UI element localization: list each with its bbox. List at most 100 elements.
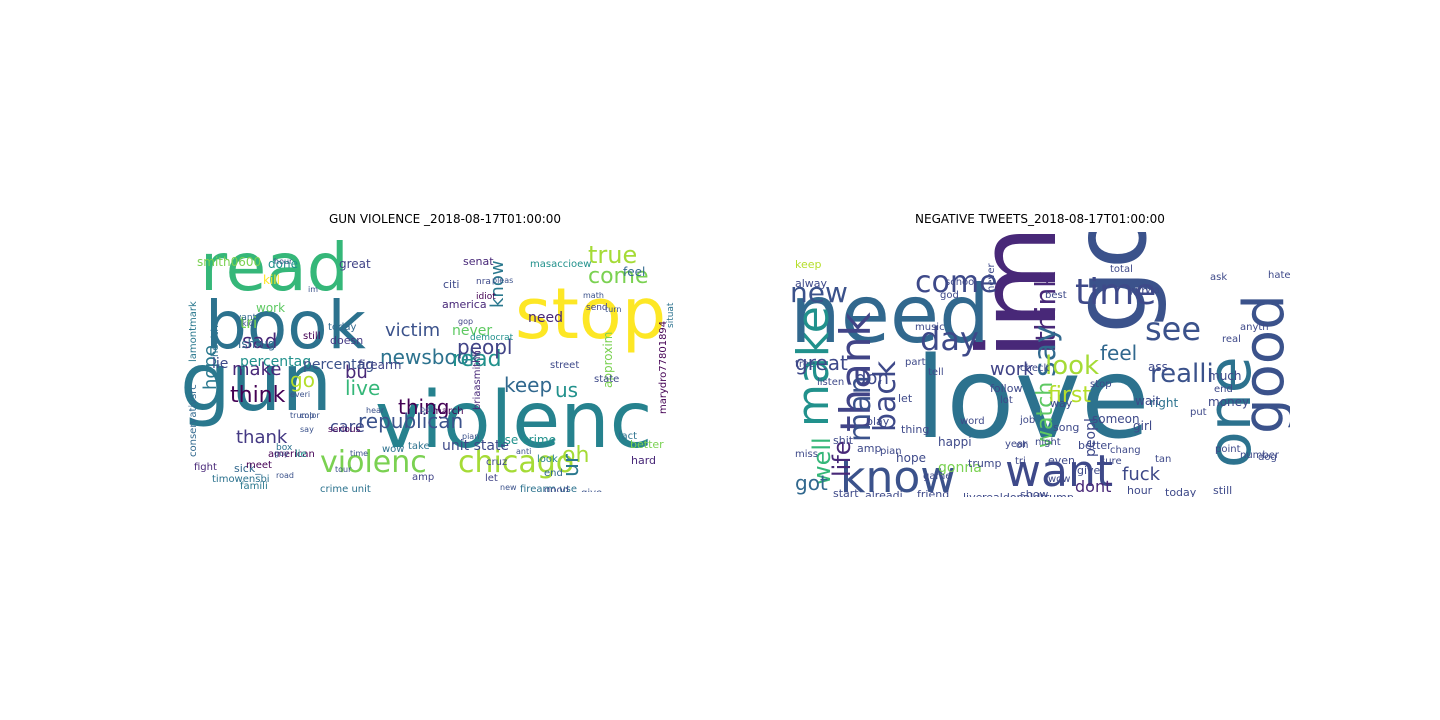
word-hate: hate [1268,270,1290,281]
word-math: math [583,291,604,300]
word-got: got [795,471,828,495]
word-look: look [537,454,558,465]
word-work: work [256,301,285,315]
word-song: song [1053,421,1079,434]
word-want: want [1005,446,1113,497]
word-timowensbi: timowensbi [212,474,270,485]
word-job: job [1019,415,1035,426]
word-put: put [1190,407,1207,418]
word-back: back [868,360,903,432]
word-firearm: firearm [358,358,401,372]
word-love: love [915,334,1150,464]
word-great: great [795,351,848,375]
word-total: total [1110,264,1133,275]
word-democrat: democrat [470,333,514,343]
word-amp: amp [857,442,881,455]
word-wait: wait [1135,394,1161,408]
word-oh: oh [562,443,589,468]
word-crime-unit: crime unit [320,484,371,492]
word-word: word [960,416,985,427]
word-new: new [790,276,848,309]
word-never: never [452,323,492,339]
word-tri: tri [240,313,257,332]
word-come: come [915,265,998,300]
word-time: time [1075,272,1156,313]
word-conservativsrc: conservativsrc [188,384,199,457]
word-make: make [232,359,281,380]
word-marydro77801894: marydro77801894 [658,321,669,414]
word-keep: keep [504,373,552,397]
word-miss: miss [795,449,818,460]
word-kill: kill [263,273,280,287]
word-im: im [956,232,1081,360]
word-good: good [544,485,569,492]
word-know: know [487,260,508,308]
word-live: live [963,491,983,497]
word-anti: anti [516,447,531,456]
word-famili: famili [240,481,268,492]
word-turn: turn [605,305,621,314]
word-stop: stop [1090,379,1112,390]
word-hour: hour [1127,484,1153,497]
word-still: still [1213,484,1232,497]
word-feel: feel [1100,341,1137,365]
word-march: march [432,406,464,417]
word-america: america [442,298,487,311]
word-new: new [500,483,517,492]
word-book: book [205,287,367,364]
word-percentag: percentag [240,354,311,370]
word-read: read [452,347,502,372]
word-point: point [1215,444,1241,455]
word-wow: wow [1048,474,1070,485]
word-alway: alway [795,277,828,290]
word-oh: oh [1016,440,1028,451]
word-hour: hour [274,257,293,266]
word-great: great [339,257,371,271]
word-poli: poli [420,405,434,414]
word-need: need [528,310,563,326]
word-night: night [1035,437,1061,448]
word-fuck: fuck [1122,464,1161,485]
word-nra: nra [476,277,491,287]
word-lshrug: lshrug [238,337,275,351]
word-sad: sad [242,329,277,353]
word-follow: follow [990,382,1022,395]
word-peopl: peopl [1083,418,1099,457]
wordcloud-svg: gun violencbookreadstopchicagoviolencnews… [180,232,676,492]
word-alreadi: alreadi [865,489,903,497]
word-music: music [915,322,945,333]
word-good: good [1232,294,1290,434]
word-today: today [328,322,357,333]
word-make: make [790,306,839,427]
word-first: first [1048,383,1091,408]
word-way: way [1050,397,1073,410]
word-state: state [594,374,619,385]
word-amp: amp [412,472,434,483]
word-use-crime: use crime [497,433,556,447]
word-ass: ass [1148,360,1168,374]
word-everi: everi [290,390,310,399]
word-thing: thing [901,423,929,436]
word-happi: happi [938,435,972,449]
word-violenc: violenc [375,376,653,466]
word-chang: chang [1110,445,1141,456]
word-unit-state: unit state [442,438,509,454]
word-go: go [290,368,315,392]
word-money: money [1208,395,1249,409]
word-number: number [1240,450,1280,461]
word-box: box [276,443,293,453]
word-masaccioew: masaccioew [530,259,591,270]
word-life: life [828,440,856,477]
word-real: real [1222,334,1241,345]
word-tell: tell [928,367,944,378]
word-thank: thank [831,312,880,432]
word-peopl: peopl [457,335,513,359]
word-tan: tan [1155,454,1171,465]
word-see: see [1145,310,1201,348]
wordcloud-canvas: love im go need one good want know make thank time… [790,232,1290,497]
word-better: better [630,438,664,451]
word-say: say [300,425,314,434]
word-give: give [581,488,602,492]
word-watch: watch [1033,382,1058,448]
